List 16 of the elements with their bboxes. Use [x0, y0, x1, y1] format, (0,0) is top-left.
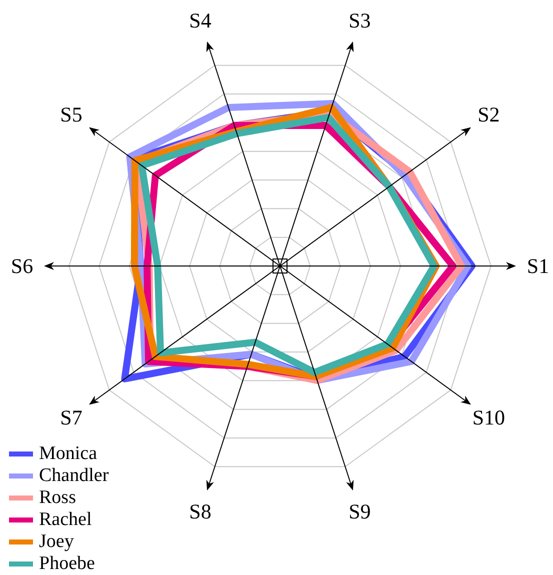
spoke-label: S9: [348, 499, 371, 524]
spoke-label: S8: [189, 499, 212, 524]
spoke-label: S1: [526, 254, 550, 278]
spoke-label: S7: [60, 406, 82, 430]
legend-label: Chandler: [39, 465, 109, 487]
spoke-label: S5: [60, 102, 82, 126]
spoke-label: S6: [10, 254, 34, 278]
legend-label: Joey: [39, 531, 74, 553]
spoke-label: S3: [348, 8, 371, 33]
legend-label: Rachel: [39, 509, 92, 531]
legend-label: Phoebe: [39, 553, 95, 575]
spoke-label: S2: [478, 102, 500, 126]
legend-label: Ross: [39, 487, 76, 509]
legend-label: Monica: [39, 443, 98, 465]
spoke-label: S10: [472, 406, 506, 430]
spoke-label: S4: [189, 8, 212, 33]
